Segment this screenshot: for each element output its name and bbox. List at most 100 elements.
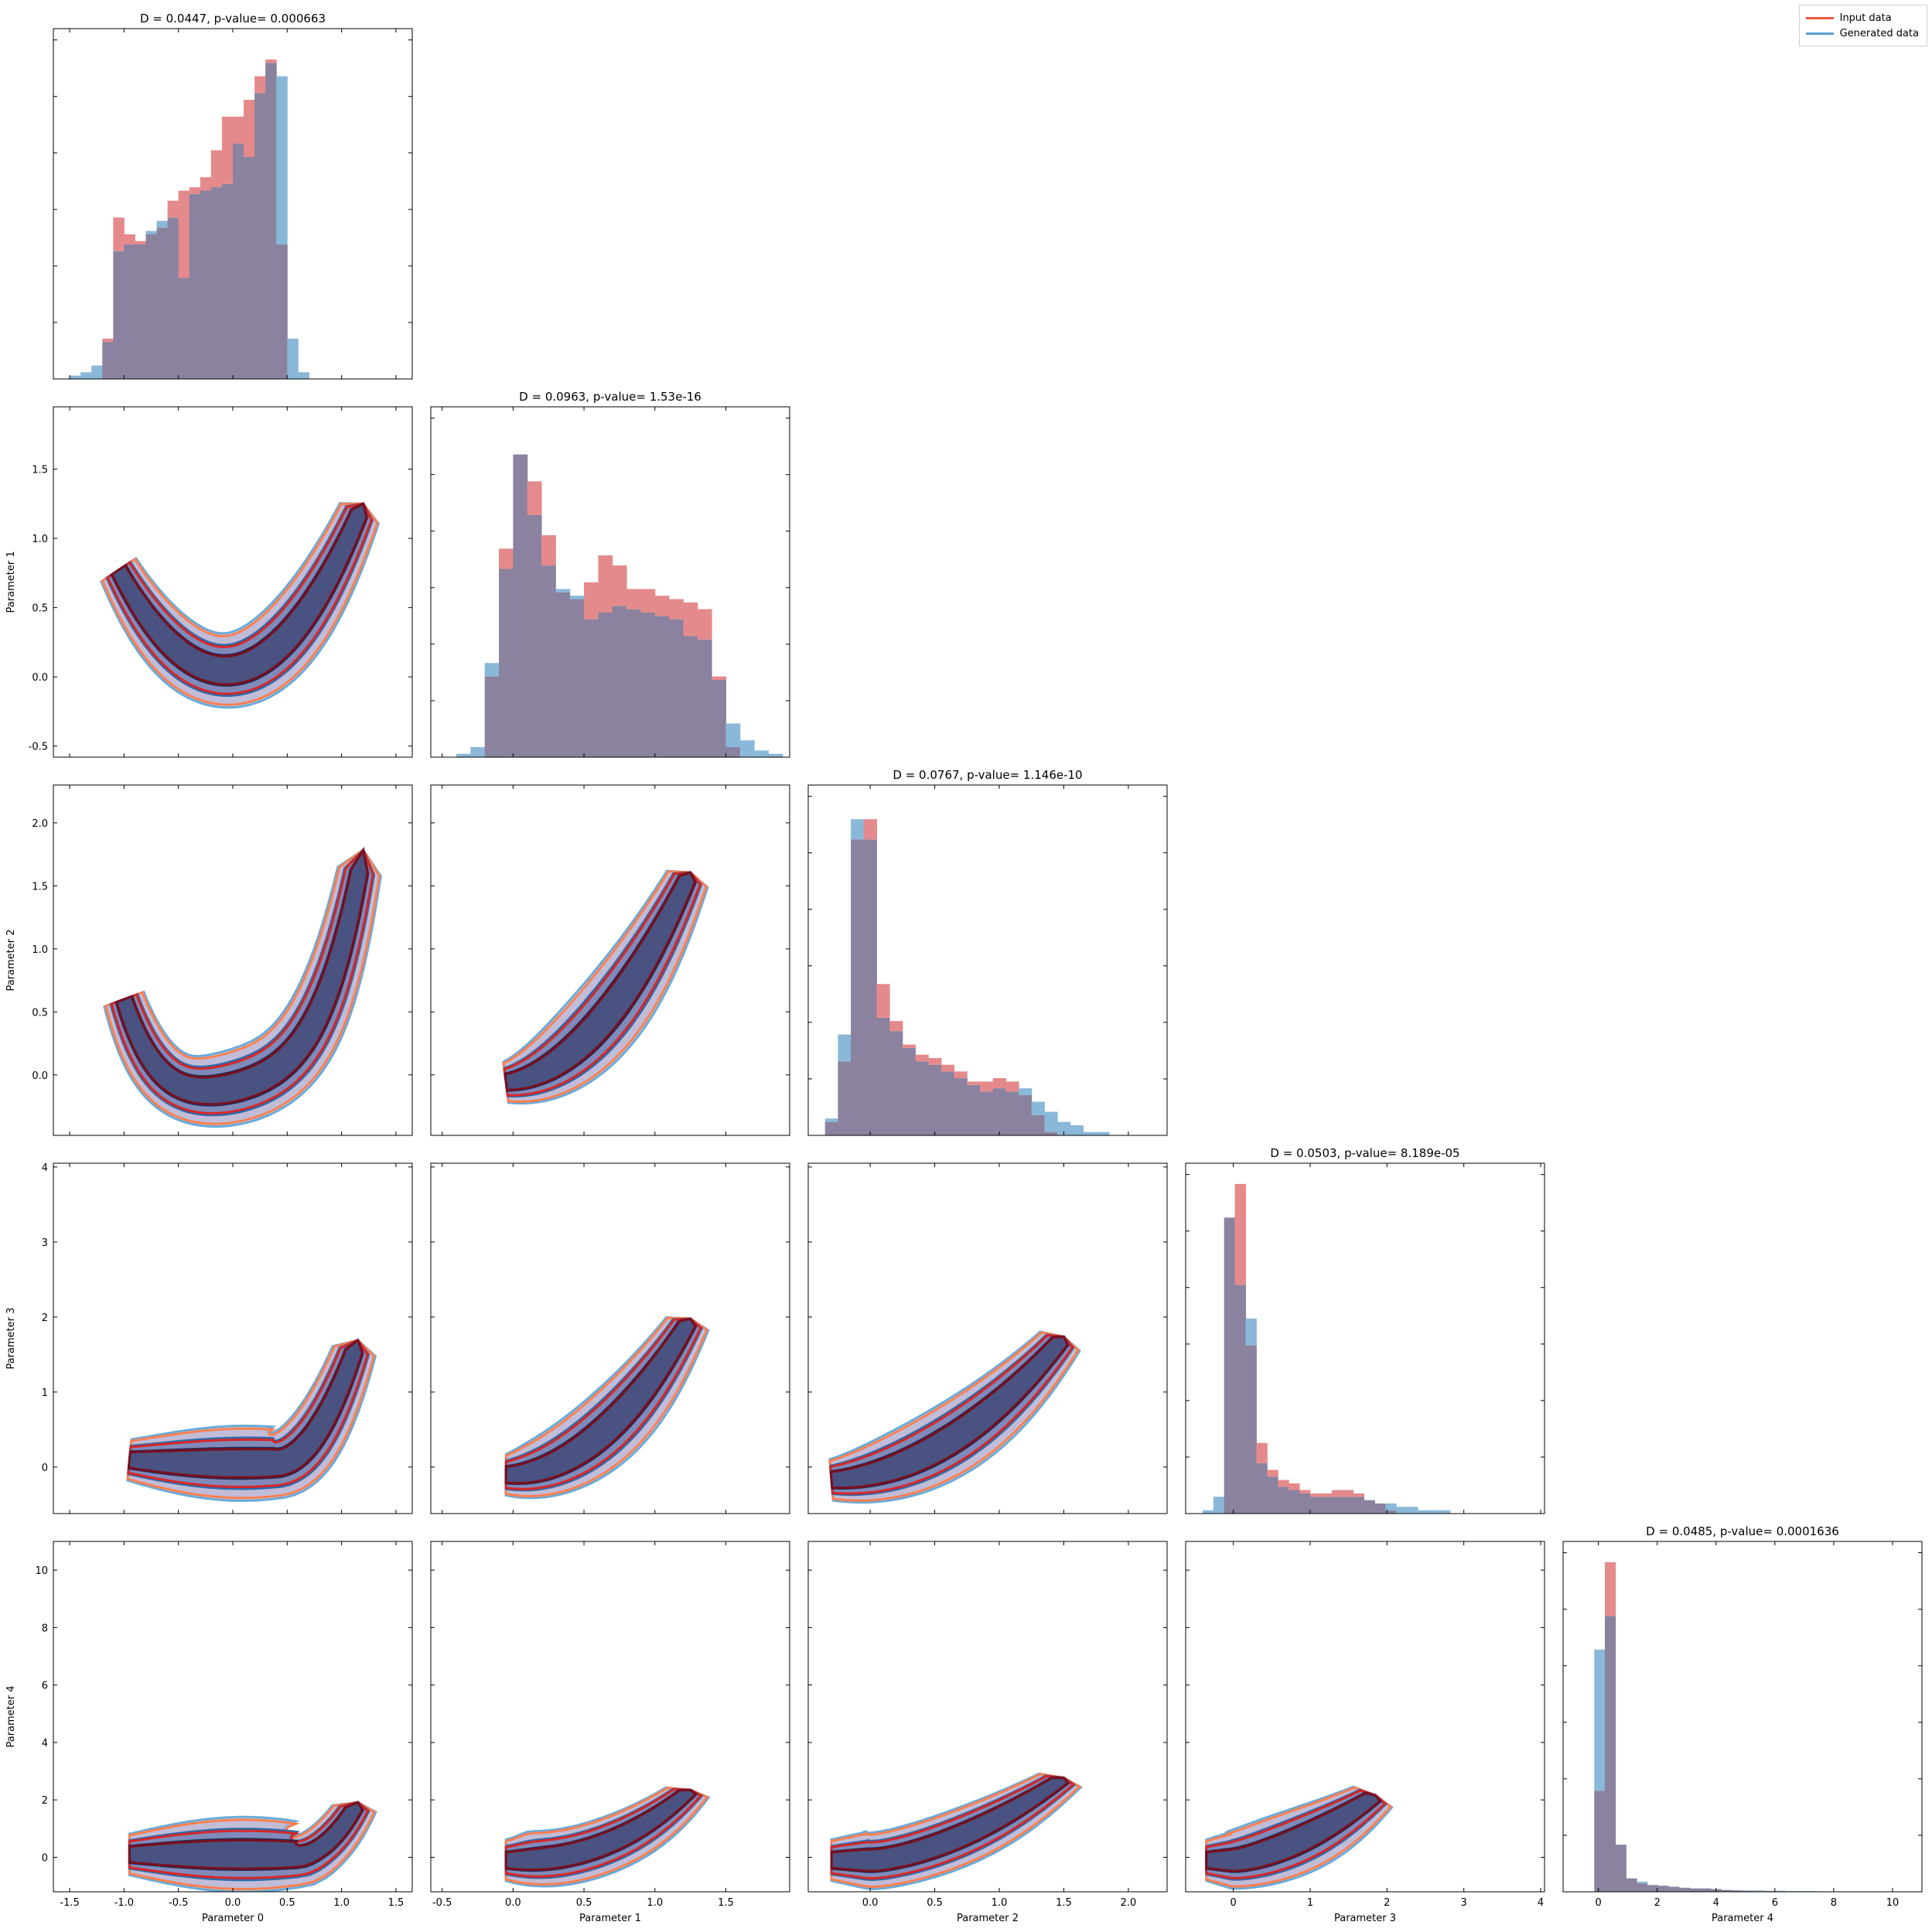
hist-bar-overlap: [967, 1084, 981, 1135]
hist-bar-generated: [725, 723, 741, 747]
hist-bar-input: [863, 819, 877, 840]
contour-input-3: [503, 871, 697, 1091]
hist-bar-generated: [754, 750, 769, 757]
hist-bar-overlap: [725, 746, 741, 757]
hist-bars-3: [1202, 1183, 1451, 1514]
axes-frame: [430, 1162, 790, 1514]
xtick-label: 0.0: [505, 1897, 521, 1909]
hist-bar-input: [940, 1064, 955, 1072]
ytick-label: 1.5: [32, 881, 48, 893]
scatter-panel-0-3: [53, 1162, 413, 1514]
hist-bar-overlap: [102, 342, 114, 379]
legend-label-generated: Generated data: [1839, 27, 1919, 39]
contour-group: [1205, 1785, 1394, 1890]
hist-bar-overlap: [1615, 1845, 1626, 1892]
hist-panel-2: D = 0.0767, p-value= 1.146e-10: [807, 768, 1168, 1136]
xtick-label: 1.5: [1056, 1897, 1072, 1909]
hist-bar-overlap: [598, 613, 613, 757]
hist-bar-overlap: [1224, 1217, 1236, 1514]
scatter-panel-1-2: [430, 784, 790, 1136]
axes-frame: [1185, 1162, 1545, 1514]
xtick-label: -0.5: [169, 1897, 188, 1909]
hist-bar-generated: [1407, 1507, 1418, 1514]
hist-bar-generated: [276, 76, 288, 245]
contour-input-3: [127, 1338, 364, 1479]
hist-bar-generated: [470, 746, 486, 757]
hist-bar-input: [1320, 1493, 1333, 1497]
hist-bar-overlap: [1732, 1890, 1743, 1892]
hist-bar-overlap: [940, 1071, 955, 1135]
hist-bar-input: [915, 1054, 929, 1062]
hist-panel-3: D = 0.0503, p-value= 8.189e-05: [1185, 1146, 1545, 1514]
contour-group: [830, 1772, 1083, 1890]
hist-bar-input: [102, 338, 114, 343]
hist-bar-overlap: [584, 619, 599, 757]
ylabel-2: Parameter 2: [5, 929, 17, 991]
hist-bar-overlap: [640, 613, 656, 757]
hist-bar-overlap: [902, 1047, 917, 1135]
hist-bar-overlap: [1743, 1890, 1754, 1892]
hist-bar-generated: [287, 338, 299, 379]
hist-bar-input: [1278, 1480, 1289, 1487]
hist-title-4: D = 0.0485, p-value= 0.0001636: [1646, 1524, 1839, 1538]
hist-bar-input: [612, 565, 627, 606]
xtick-label: 4: [1538, 1897, 1544, 1909]
ytick-label: 1.5: [32, 465, 48, 476]
hist-bar-generated: [80, 372, 92, 379]
axes-frame: [1185, 1541, 1545, 1893]
hist-bar-overlap: [1657, 1886, 1669, 1892]
hist-bar-overlap: [1320, 1497, 1333, 1514]
hist-bar-overlap: [626, 609, 641, 757]
xtick-label: 1.0: [647, 1897, 663, 1909]
ytick-label: 2.0: [32, 818, 48, 830]
hist-bar-generated: [91, 365, 103, 379]
legend-line-generated: [1805, 32, 1834, 35]
ytick-label: 0.5: [32, 1007, 48, 1019]
xtick-label: 2: [1654, 1897, 1661, 1909]
hist-bar-overlap: [124, 244, 135, 379]
hist-bar-input: [254, 76, 266, 94]
hist-panel-4: D = 0.0485, p-value= 0.0001636: [1562, 1524, 1923, 1893]
xtick-label: 0.5: [927, 1897, 943, 1909]
hist-bar-generated: [851, 819, 865, 840]
hist-bar-overlap: [1700, 1888, 1712, 1892]
contour-group: [103, 846, 382, 1128]
hist-bar-overlap: [210, 187, 223, 379]
scatter-panel-1-4: [430, 1541, 790, 1893]
hist-bar-input: [1299, 1490, 1311, 1493]
xtick-label: -1.0: [114, 1897, 134, 1909]
scatter-panel-0-4: [53, 1541, 413, 1893]
hist-bar-input: [1234, 1183, 1246, 1285]
xtick-label: 0.5: [279, 1897, 295, 1909]
hist-bar-generated: [1057, 1121, 1071, 1135]
hist-bar-generated: [1396, 1507, 1408, 1514]
hist-bar-input: [1353, 1493, 1365, 1497]
hist-bars-2: [824, 819, 1110, 1135]
contour-input-3: [110, 502, 368, 686]
xtick-label: 6: [1772, 1897, 1778, 1909]
xtick-label: 8: [1831, 1897, 1837, 1909]
hist-bar-input: [113, 217, 125, 251]
hist-bar-generated: [739, 740, 755, 757]
contour-group: [502, 869, 709, 1105]
hist-bar-generated: [569, 596, 585, 599]
hist-bar-input: [541, 534, 556, 566]
hist-bar-overlap: [612, 606, 627, 757]
ylabel-3: Parameter 3: [5, 1307, 17, 1369]
hist-bar-input: [979, 1081, 994, 1092]
hist-bar-input: [265, 59, 277, 63]
legend-entry-input: Input data: [1805, 10, 1919, 26]
hist-bar-input: [1605, 1562, 1616, 1616]
hist-bar-overlap: [1353, 1497, 1365, 1514]
hist-title-0: D = 0.0447, p-value= 0.000663: [140, 12, 326, 26]
hist-bar-input: [1289, 1483, 1300, 1490]
hist-bar-overlap: [1647, 1885, 1658, 1892]
contour-input-3: [128, 1801, 364, 1870]
hist-bar-overlap: [992, 1088, 1006, 1135]
hist-bar-input: [584, 582, 599, 620]
axes-frame: [807, 784, 1168, 1136]
hist-bar-generated: [1774, 1890, 1786, 1892]
hist-bar-input: [1256, 1442, 1268, 1463]
hist-bar-input: [1309, 1493, 1322, 1497]
hist-bar-overlap: [1289, 1490, 1300, 1514]
